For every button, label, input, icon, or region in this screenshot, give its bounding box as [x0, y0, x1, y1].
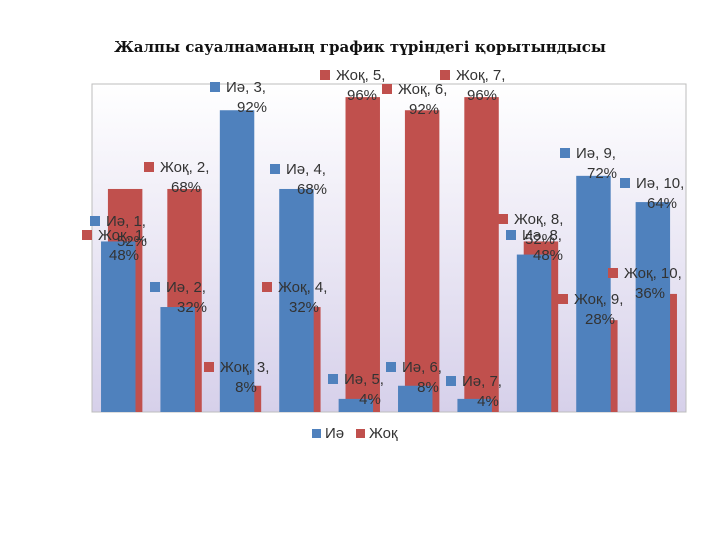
data-label-yes-9: Иә, 9, — [576, 145, 616, 162]
data-label-no-1-marker — [82, 230, 92, 240]
legend-label-no: Жоқ — [369, 425, 398, 442]
data-label-no-2-value: 68% — [171, 179, 201, 196]
data-label-yes-7-value: 4% — [477, 393, 499, 410]
bar-yes-9 — [576, 175, 611, 412]
data-label-yes-7: Иә, 7, — [462, 373, 502, 390]
data-label-no-7-marker — [440, 70, 450, 80]
data-label-yes-9-marker — [560, 148, 570, 158]
data-label-yes-6-value: 8% — [417, 379, 439, 396]
legend-label-yes: Иә — [325, 425, 344, 442]
data-label-yes-3-value: 92% — [237, 99, 267, 116]
data-label-yes-6: Иә, 6, — [402, 359, 442, 376]
data-label-yes-8: Иә, 8, — [522, 227, 562, 244]
data-label-no-7-value: 96% — [467, 87, 497, 104]
data-label-no-4: Жоқ, 4, — [278, 279, 327, 296]
bar-yes-7 — [457, 398, 492, 412]
data-label-no-1-value: 48% — [109, 247, 139, 264]
bar-yes-2 — [160, 307, 195, 412]
data-label-no-4-marker — [262, 282, 272, 292]
data-label-yes-8-value: 48% — [533, 247, 563, 264]
data-label-no-8-marker — [498, 214, 508, 224]
data-label-no-6-value: 92% — [409, 101, 439, 118]
data-label-yes-4-value: 68% — [297, 181, 327, 198]
data-label-no-3-value: 8% — [235, 379, 257, 396]
data-label-yes-3-marker — [210, 82, 220, 92]
data-label-yes-1-marker — [90, 216, 100, 226]
data-label-no-9: Жоқ, 9, — [574, 291, 623, 308]
data-label-no-5-marker — [320, 70, 330, 80]
data-label-yes-7-marker — [446, 376, 456, 386]
data-label-yes-10-value: 64% — [647, 195, 677, 212]
legend-swatch-no — [356, 429, 365, 438]
data-label-yes-4: Иә, 4, — [286, 161, 326, 178]
bar-yes-4 — [279, 188, 314, 412]
bar-no-5 — [345, 97, 380, 413]
data-label-no-10: Жоқ, 10, — [624, 265, 682, 282]
data-label-no-1: Жоқ, 1, — [98, 227, 147, 244]
bar-yes-3 — [219, 110, 255, 413]
data-label-no-9-value: 28% — [585, 311, 615, 328]
data-label-no-2: Жоқ, 2, — [160, 159, 209, 176]
data-label-yes-4-marker — [270, 164, 280, 174]
bar-yes-1 — [101, 241, 136, 412]
data-label-yes-5-value: 4% — [359, 391, 381, 408]
bar-no-6 — [404, 110, 440, 413]
data-label-yes-8-marker — [506, 230, 516, 240]
data-label-yes-10-marker — [620, 178, 630, 188]
bar-no-7 — [464, 97, 499, 413]
data-label-no-2-marker — [144, 162, 154, 172]
bar-yes-5 — [338, 398, 374, 412]
data-label-yes-10: Иә, 10, — [636, 175, 684, 192]
data-label-no-10-marker — [608, 268, 618, 278]
data-label-no-5: Жоқ, 5, — [336, 67, 385, 84]
data-label-no-8: Жоқ, 8, — [514, 211, 563, 228]
data-label-no-3-marker — [204, 362, 214, 372]
data-label-no-9-marker — [558, 294, 568, 304]
data-label-no-3: Жоқ, 3, — [220, 359, 269, 376]
data-label-yes-2-marker — [150, 282, 160, 292]
data-label-no-7: Жоқ, 7, — [456, 67, 505, 84]
data-label-yes-3: Иә, 3, — [226, 79, 266, 96]
data-label-yes-6-marker — [386, 362, 396, 372]
data-label-yes-2-value: 32% — [177, 299, 207, 316]
data-label-yes-1-value: 52% — [117, 233, 147, 250]
legend-swatch-yes — [312, 429, 321, 438]
data-label-yes-1: Иә, 1, — [106, 213, 146, 230]
bar-yes-8 — [516, 254, 552, 412]
data-label-yes-9-value: 72% — [587, 165, 617, 182]
data-label-yes-5: Иә, 5, — [344, 371, 384, 388]
bar-yes-10 — [635, 202, 671, 412]
data-label-no-10-value: 36% — [635, 285, 665, 302]
data-label-no-6: Жоқ, 6, — [398, 81, 447, 98]
data-label-no-5-value: 96% — [347, 87, 377, 104]
data-label-no-8-value: 52% — [525, 231, 555, 248]
data-label-no-6-marker — [382, 84, 392, 94]
bar-yes-6 — [398, 385, 433, 412]
chart-title: Жалпы сауалнаманың график түріндегі қоры… — [114, 38, 606, 56]
data-label-yes-2: Иә, 2, — [166, 279, 206, 296]
data-label-yes-5-marker — [328, 374, 338, 384]
data-label-no-4-value: 32% — [289, 299, 319, 316]
